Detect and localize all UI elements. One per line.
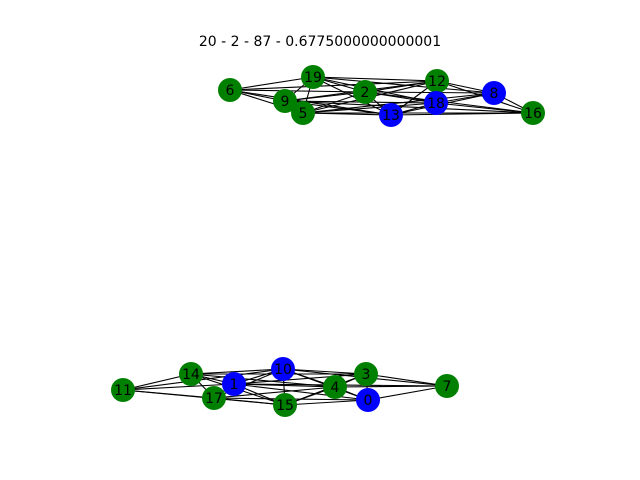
node-12: 12 xyxy=(425,69,449,93)
node-circle-19 xyxy=(301,65,325,89)
node-8: 8 xyxy=(482,81,506,105)
node-circle-5 xyxy=(291,101,315,125)
edge-14-10 xyxy=(190,368,284,375)
node-2: 2 xyxy=(353,80,377,104)
node-18: 18 xyxy=(424,91,448,115)
node-circle-1 xyxy=(222,372,246,396)
node-circle-8 xyxy=(482,81,506,105)
node-circle-14 xyxy=(179,362,203,386)
node-label-1: 1 xyxy=(230,377,239,393)
edge-6-12 xyxy=(229,80,438,91)
node-13: 13 xyxy=(379,103,403,127)
graph-title: 20 - 2 - 87 - 0.6775000000000001 xyxy=(198,34,442,50)
node-label-19: 19 xyxy=(304,70,322,86)
node-15: 15 xyxy=(273,393,297,417)
node-label-15: 15 xyxy=(276,398,294,414)
node-label-18: 18 xyxy=(427,96,445,112)
edge-6-19 xyxy=(229,76,314,91)
edge-5-8 xyxy=(302,92,495,114)
node-label-3: 3 xyxy=(362,367,371,383)
node-circle-16 xyxy=(521,101,545,125)
edge-layer xyxy=(122,76,534,406)
edge-0-7 xyxy=(367,385,448,401)
node-circle-6 xyxy=(218,78,242,102)
node-circle-9 xyxy=(273,89,297,113)
node-label-13: 13 xyxy=(382,108,400,124)
node-circle-13 xyxy=(379,103,403,127)
edge-2-12 xyxy=(364,80,438,93)
node-1: 1 xyxy=(222,372,246,396)
node-label-7: 7 xyxy=(443,379,452,395)
node-label-14: 14 xyxy=(182,367,200,383)
node-6: 6 xyxy=(218,78,242,102)
node-3: 3 xyxy=(354,362,378,386)
node-11: 11 xyxy=(111,378,135,402)
node-label-6: 6 xyxy=(226,83,235,99)
node-14: 14 xyxy=(179,362,203,386)
node-circle-12 xyxy=(425,69,449,93)
node-circle-0 xyxy=(356,388,380,412)
node-label-8: 8 xyxy=(490,86,499,102)
node-label-4: 4 xyxy=(331,380,340,396)
edge-13-16 xyxy=(390,112,534,116)
edge-9-16 xyxy=(284,100,534,114)
node-label-11: 11 xyxy=(114,383,132,399)
node-circle-10 xyxy=(271,357,295,381)
node-circle-11 xyxy=(111,378,135,402)
node-circle-3 xyxy=(354,362,378,386)
node-circle-17 xyxy=(202,386,226,410)
edge-3-7 xyxy=(365,373,448,387)
edge-15-0 xyxy=(284,399,369,406)
node-circle-4 xyxy=(323,375,347,399)
edge-5-18 xyxy=(302,102,437,114)
edge-2-8 xyxy=(364,91,495,94)
node-circle-15 xyxy=(273,393,297,417)
node-label-17: 17 xyxy=(205,391,223,407)
node-17: 17 xyxy=(202,386,226,410)
edge-17-4 xyxy=(213,386,336,399)
node-label-12: 12 xyxy=(428,74,446,90)
node-circle-2 xyxy=(353,80,377,104)
edge-4-7 xyxy=(334,385,448,388)
node-19: 19 xyxy=(301,65,325,89)
node-circle-18 xyxy=(424,91,448,115)
edge-18-16 xyxy=(435,102,534,114)
edge-1-0 xyxy=(233,383,369,401)
node-7: 7 xyxy=(435,374,459,398)
node-label-9: 9 xyxy=(281,94,290,110)
edge-19-12 xyxy=(312,76,438,82)
edge-17-10 xyxy=(213,368,284,399)
node-circle-7 xyxy=(435,374,459,398)
node-16: 16 xyxy=(521,101,545,125)
node-9: 9 xyxy=(273,89,297,113)
edge-11-1 xyxy=(122,383,235,391)
edge-11-10 xyxy=(122,368,284,391)
node-10: 10 xyxy=(271,357,295,381)
node-label-16: 16 xyxy=(524,106,542,122)
node-label-10: 10 xyxy=(274,362,292,378)
node-label-0: 0 xyxy=(364,393,373,409)
node-label-2: 2 xyxy=(361,85,370,101)
edge-10-3 xyxy=(282,368,367,375)
node-5: 5 xyxy=(291,101,315,125)
node-label-5: 5 xyxy=(299,106,308,122)
node-0: 0 xyxy=(356,388,380,412)
node-4: 4 xyxy=(323,375,347,399)
